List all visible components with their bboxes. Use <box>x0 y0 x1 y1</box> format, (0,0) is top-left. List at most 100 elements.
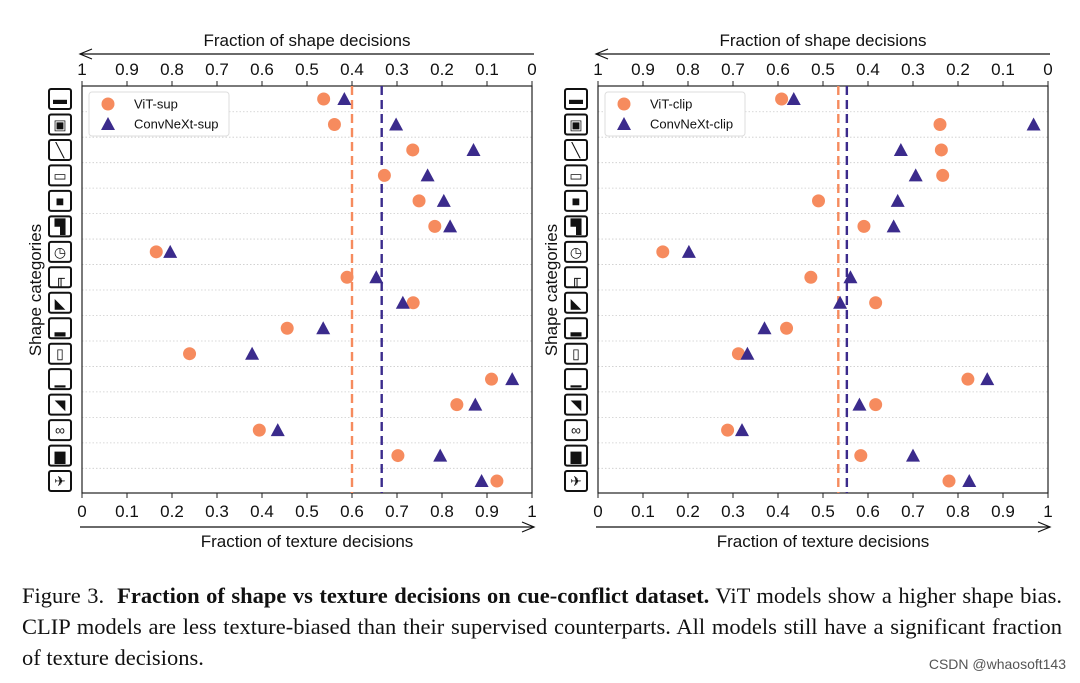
icon-glyph: ▣ <box>569 116 582 132</box>
point-ConvNeXt-sup <box>270 423 285 437</box>
legend-label: ConvNeXt-sup <box>134 117 219 132</box>
point-ViT-sup <box>450 398 464 412</box>
point-ConvNeXt-sup <box>505 372 520 386</box>
icon-frame <box>48 342 72 365</box>
icon-glyph: ∞ <box>571 422 581 438</box>
keyboard-icon: ▭ <box>48 164 72 187</box>
top-tick-label: 0.4 <box>856 60 880 79</box>
cat-icon: ◣ <box>48 291 72 314</box>
point-ViT-sup <box>317 92 331 106</box>
point-ConvNeXt-clip <box>893 142 908 156</box>
icon-frame <box>48 368 72 391</box>
icon-glyph: ◥ <box>571 397 582 413</box>
top-tick-label: 0.5 <box>295 60 319 79</box>
bottle-icon: ▯ <box>48 342 72 365</box>
point-ConvNeXt-clip <box>980 372 995 386</box>
point-ConvNeXt-sup <box>436 193 451 207</box>
point-ViT-clip <box>961 372 975 386</box>
point-ViT-clip <box>942 474 956 488</box>
point-ViT-sup <box>340 270 354 284</box>
top-tick-label: 0.5 <box>811 60 835 79</box>
icon-glyph: ▆ <box>570 448 582 465</box>
truck-icon: ▬ <box>48 88 72 110</box>
icon-frame <box>564 138 588 161</box>
plot-frame <box>597 85 1049 494</box>
icon-glyph: ╓ <box>571 269 581 287</box>
icon-frame <box>564 266 588 289</box>
keyboard-icon: ▭ <box>564 164 588 187</box>
point-ConvNeXt-sup <box>474 474 489 488</box>
x-tick-label: 0.2 <box>676 502 700 521</box>
knife-icon: ╲ <box>48 138 72 161</box>
icon-frame <box>48 470 72 493</box>
top-tick-label: 0.9 <box>115 60 139 79</box>
icon-frame <box>48 113 72 136</box>
icon-frame <box>564 368 588 391</box>
arrow-right-icon <box>521 521 536 533</box>
x-tick-label: 0.5 <box>811 502 835 521</box>
y-axis-title: Shape categories <box>542 224 561 356</box>
point-ConvNeXt-clip <box>735 423 749 437</box>
icon-frame <box>48 266 72 289</box>
point-ConvNeXt-clip <box>1026 117 1041 131</box>
point-ViT-sup <box>406 143 420 157</box>
point-ViT-sup <box>183 347 197 361</box>
point-ConvNeXt-sup <box>395 295 410 309</box>
bicycle-icon: ∞ <box>48 419 72 442</box>
top-tick-label: 0.7 <box>205 60 229 79</box>
top-tick-label: 0.8 <box>160 60 184 79</box>
dog-icon: ▜ <box>48 215 72 238</box>
icon-glyph: ◣ <box>571 295 582 311</box>
oven-icon: ▣ <box>564 113 588 136</box>
top-tick-label: 0 <box>527 60 536 79</box>
x-tick-label: 1 <box>1043 502 1052 521</box>
point-ConvNeXt-clip <box>890 193 905 207</box>
point-ViT-clip <box>775 92 789 106</box>
icon-frame <box>48 164 72 187</box>
point-ConvNeXt-sup <box>420 168 435 182</box>
top-axis-title: Fraction of shape decisions <box>204 31 411 50</box>
top-tick-label: 0.3 <box>901 60 925 79</box>
icon-glyph: ╲ <box>55 142 66 159</box>
point-ViT-sup <box>377 168 391 182</box>
cat-icon: ◣ <box>564 291 588 314</box>
airplane-icon: ✈ <box>48 470 72 493</box>
point-ConvNeXt-clip <box>852 397 867 411</box>
legend-marker-circle <box>617 97 631 111</box>
icon-glyph: ✈ <box>570 473 582 489</box>
x-tick-label: 0.8 <box>430 502 454 521</box>
dog-icon: ▜ <box>564 215 588 238</box>
bird-icon: ◥ <box>564 393 588 416</box>
point-ConvNeXt-clip <box>906 448 920 462</box>
icon-frame <box>564 291 588 314</box>
icon-glyph: ✈ <box>54 473 66 489</box>
icon-glyph: ▯ <box>56 346 64 362</box>
point-ViT-sup <box>485 372 498 386</box>
icon-glyph: ◣ <box>55 295 66 311</box>
x-tick-label: 0.1 <box>115 502 139 521</box>
icon-glyph: ▁ <box>54 371 66 388</box>
icon-glyph: ▜ <box>570 217 582 235</box>
bottle-icon: ▯ <box>564 342 588 365</box>
point-ConvNeXt-clip <box>740 346 755 360</box>
icon-frame <box>564 164 588 187</box>
icon-glyph: ■ <box>56 193 64 209</box>
point-ConvNeXt-sup <box>389 117 404 131</box>
boat-icon: ▁ <box>564 368 588 391</box>
point-ViT-clip <box>869 296 883 310</box>
icon-frame <box>564 215 588 238</box>
icon-frame <box>48 138 72 161</box>
icon-glyph: ▂ <box>54 320 66 337</box>
point-ConvNeXt-sup <box>337 92 352 105</box>
point-ConvNeXt-clip <box>908 168 923 182</box>
point-ConvNeXt-sup <box>468 397 483 411</box>
clock-icon: ◷ <box>48 240 72 263</box>
icon-glyph: ╲ <box>571 142 582 159</box>
legend-label: ConvNeXt-clip <box>650 117 733 132</box>
knife-icon: ╲ <box>564 138 588 161</box>
caption-text: ViT models show a higher shape bias. CLI… <box>22 583 1062 670</box>
top-tick-label: 0.6 <box>250 60 274 79</box>
arrow-right-icon <box>1037 521 1052 533</box>
point-ViT-sup <box>252 423 266 437</box>
x-tick-label: 0 <box>77 502 86 521</box>
